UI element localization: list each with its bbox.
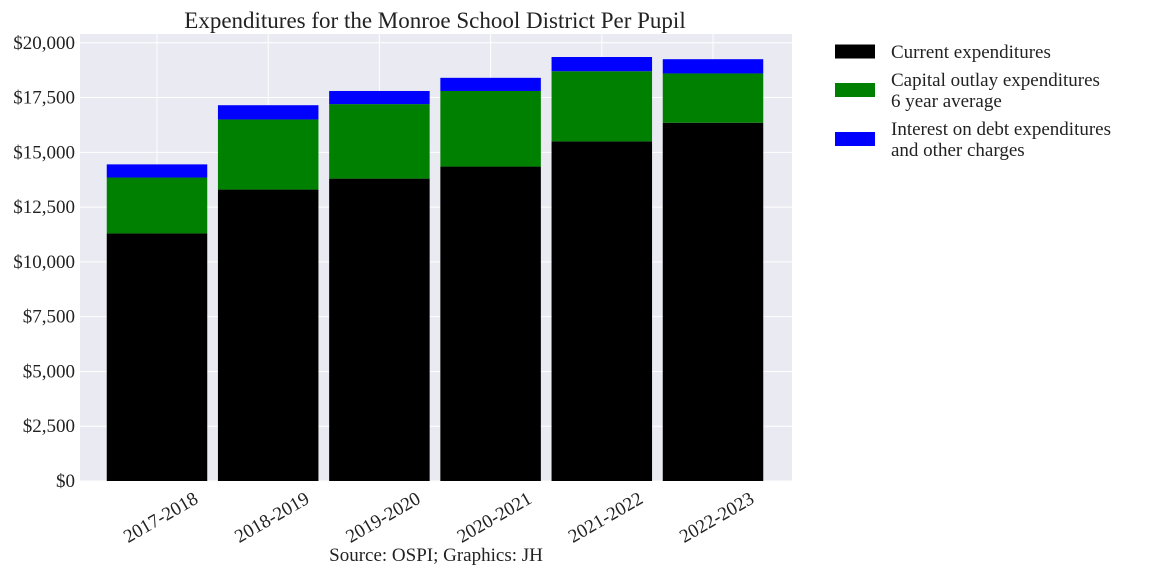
bar-segment-series-0-2022-2023 — [662, 122, 764, 481]
bar-segment-series-0-2018-2019 — [217, 189, 319, 481]
x-axis: 2017-2018 2018-2019 2019-2020 2020-2021 2021… — [120, 488, 758, 547]
y-axis: $0 $2,500 $5,000 $7,500 $10,000 $12,500 $15,00… — [13, 33, 75, 492]
bars — [106, 57, 764, 482]
y-tick-label: $17,500 — [13, 88, 75, 109]
bar-segment-series-0-2020-2021 — [440, 166, 541, 482]
y-tick-label: $15,000 — [13, 142, 75, 163]
x-tick-label: 2022-2023 — [676, 488, 758, 547]
x-tick-label: 2021-2022 — [565, 488, 647, 547]
bar-segment-series-0-2021-2022 — [551, 141, 653, 481]
y-tick-label: $5,000 — [23, 361, 75, 382]
bar-segment-series-2-2021-2022 — [551, 57, 653, 72]
bar-segment-series-1-2019-2020 — [329, 104, 430, 179]
y-tick-label: $2,500 — [23, 416, 75, 437]
x-tick-label: 2020-2021 — [454, 488, 536, 547]
bar-segment-series-2-2018-2019 — [217, 105, 319, 120]
bar-segment-series-2-2020-2021 — [440, 77, 541, 91]
x-axis-label: Source: OSPI; Graphics: JH — [329, 545, 543, 566]
bar-segment-series-1-2020-2021 — [440, 90, 541, 167]
legend-swatch-0 — [835, 44, 875, 59]
y-tick-label: $0 — [56, 471, 75, 492]
x-tick-label: 2019-2020 — [343, 488, 425, 547]
bar-segment-series-0-2017-2018 — [106, 233, 208, 481]
legend-label-1: Capital outlay expenditures 6 year averag… — [891, 70, 1100, 112]
y-tick-label: $12,500 — [13, 197, 75, 218]
bar-segment-series-1-2018-2019 — [217, 119, 319, 190]
legend: Current expenditures Capital outlay expen… — [835, 42, 1111, 161]
x-tick-label: 2018-2019 — [231, 488, 313, 547]
legend-swatch-1 — [835, 83, 875, 97]
bar-segment-series-2-2017-2018 — [106, 164, 208, 178]
legend-swatch-2 — [835, 132, 875, 146]
bar-segment-series-0-2019-2020 — [329, 178, 430, 481]
bar-segment-series-1-2021-2022 — [551, 71, 653, 142]
bar-segment-series-1-2017-2018 — [106, 177, 208, 234]
x-tick-label: 2017-2018 — [120, 488, 202, 547]
legend-label-0: Current expenditures — [891, 42, 1051, 63]
bar-segment-series-2-2022-2023 — [662, 59, 764, 74]
chart-title: Expenditures for the Monroe School Distr… — [184, 8, 685, 33]
y-tick-label: $10,000 — [13, 252, 75, 273]
bar-segment-series-2-2019-2020 — [329, 90, 430, 105]
y-tick-label: $7,500 — [23, 307, 75, 328]
y-tick-label: $20,000 — [13, 33, 75, 54]
bar-segment-series-1-2022-2023 — [662, 73, 764, 123]
legend-label-2: Interest on debt expenditures and other c… — [891, 119, 1111, 161]
